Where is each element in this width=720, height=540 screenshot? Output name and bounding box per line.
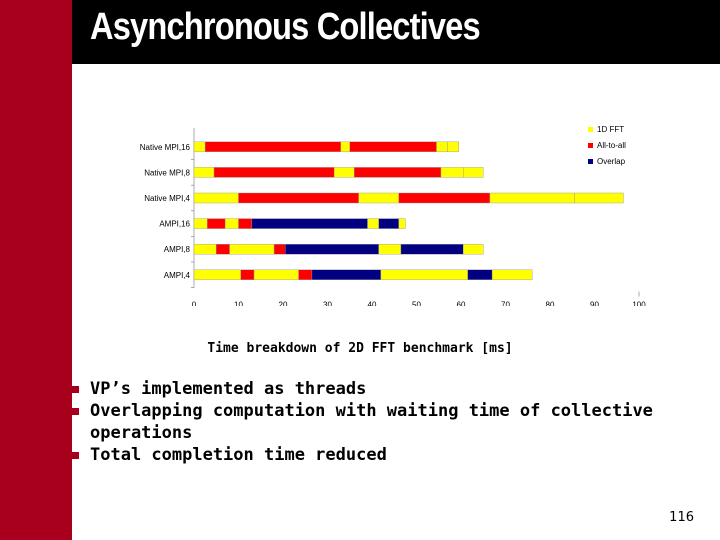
legend-label: All-to-all xyxy=(597,141,626,150)
bullet-list: VP’s implemented as threads Overlapping … xyxy=(72,378,692,466)
x-tick-label: 90 xyxy=(590,301,599,306)
bar-segment xyxy=(298,269,313,281)
bar-segment xyxy=(238,192,359,204)
x-tick-label: 60 xyxy=(457,301,466,306)
bar-segment xyxy=(193,141,206,152)
square-bullet-icon xyxy=(72,386,79,393)
bar-segment xyxy=(400,243,464,255)
bar-segment xyxy=(193,167,215,178)
legend-label: 1D FFT xyxy=(597,125,624,134)
bullet-text: Overlapping computation with waiting tim… xyxy=(90,401,653,443)
bar-segment xyxy=(380,269,468,281)
legend-swatch xyxy=(588,159,593,164)
y-tick-label: Native MPI,4 xyxy=(144,194,190,203)
bar-segment xyxy=(229,243,275,255)
bar-segment xyxy=(240,269,255,281)
bar-segment xyxy=(463,167,484,178)
bar-segment xyxy=(358,192,399,204)
bar-segment xyxy=(204,141,342,152)
bullet-text: Total completion time reduced xyxy=(90,445,387,465)
title-bar xyxy=(72,0,720,64)
bullet-text: VP’s implemented as threads xyxy=(90,379,367,399)
fft-time-breakdown-chart: Native MPI,16 Native MPI,8 Native MPI,4 AMP… xyxy=(140,125,646,306)
left-accent-bar xyxy=(0,0,72,540)
y-tick-label: AMPI,8 xyxy=(164,245,191,254)
bar-segment xyxy=(398,192,491,204)
bar-segment xyxy=(238,218,253,229)
bar-segment xyxy=(193,192,239,204)
bar-segment xyxy=(398,218,406,229)
x-tick-label: 20 xyxy=(279,301,288,306)
bar-segment xyxy=(193,243,217,255)
bar-segment xyxy=(311,269,382,281)
bar-segment xyxy=(447,141,459,152)
bar-segment xyxy=(463,243,484,255)
x-tick-label: 0 xyxy=(192,301,197,306)
page-number: 116 xyxy=(669,510,694,525)
x-tick-label: 30 xyxy=(323,301,332,306)
y-tick-label: Native MPI,8 xyxy=(144,168,190,177)
bar-segment xyxy=(285,243,379,255)
bullet-item: Total completion time reduced xyxy=(72,444,692,466)
bullet-item: Overlapping computation with waiting tim… xyxy=(72,400,692,444)
bar-segment xyxy=(253,269,299,281)
bar-segment xyxy=(353,167,442,178)
x-tick-label: 70 xyxy=(501,301,510,306)
bullet-item: VP’s implemented as threads xyxy=(72,378,692,400)
y-tick-label: Native MPI,16 xyxy=(140,143,191,152)
bar-segment xyxy=(440,167,464,178)
legend-label: Overlap xyxy=(597,157,626,166)
x-tick-label: 50 xyxy=(412,301,421,306)
bar-segment xyxy=(216,243,230,255)
legend-swatch xyxy=(588,143,593,148)
bar-segment xyxy=(467,269,493,281)
bar-segment xyxy=(378,218,399,229)
bar-segment xyxy=(273,243,286,255)
bar-segment xyxy=(574,192,624,204)
bar-segment xyxy=(193,269,241,281)
bar-segment xyxy=(489,192,575,204)
x-tick-label: 40 xyxy=(368,301,377,306)
square-bullet-icon xyxy=(72,452,79,459)
bar-segment xyxy=(378,243,402,255)
y-tick-label: AMPI,16 xyxy=(159,220,190,229)
bar-segment xyxy=(349,141,437,152)
bar-segment xyxy=(251,218,368,229)
slide-title: Asynchronous Collectives xyxy=(90,6,481,48)
bar-segment xyxy=(340,141,350,152)
x-tick-label: 80 xyxy=(546,301,555,306)
bar-segment xyxy=(333,167,355,178)
bar-segment xyxy=(213,167,335,178)
bar-segment xyxy=(367,218,379,229)
legend-swatch xyxy=(588,127,593,132)
x-tick-label: 10 xyxy=(234,301,243,306)
bar-segment xyxy=(207,218,226,229)
x-tick-label: 100 xyxy=(632,301,646,306)
chart-caption: Time breakdown of 2D FFT benchmark [ms] xyxy=(207,341,513,356)
bar-segment xyxy=(491,269,533,281)
bar-segment xyxy=(436,141,448,152)
square-bullet-icon xyxy=(72,408,79,415)
y-tick-label: AMPI,4 xyxy=(164,271,191,280)
bar-segment xyxy=(224,218,239,229)
bar-segment xyxy=(193,218,208,229)
